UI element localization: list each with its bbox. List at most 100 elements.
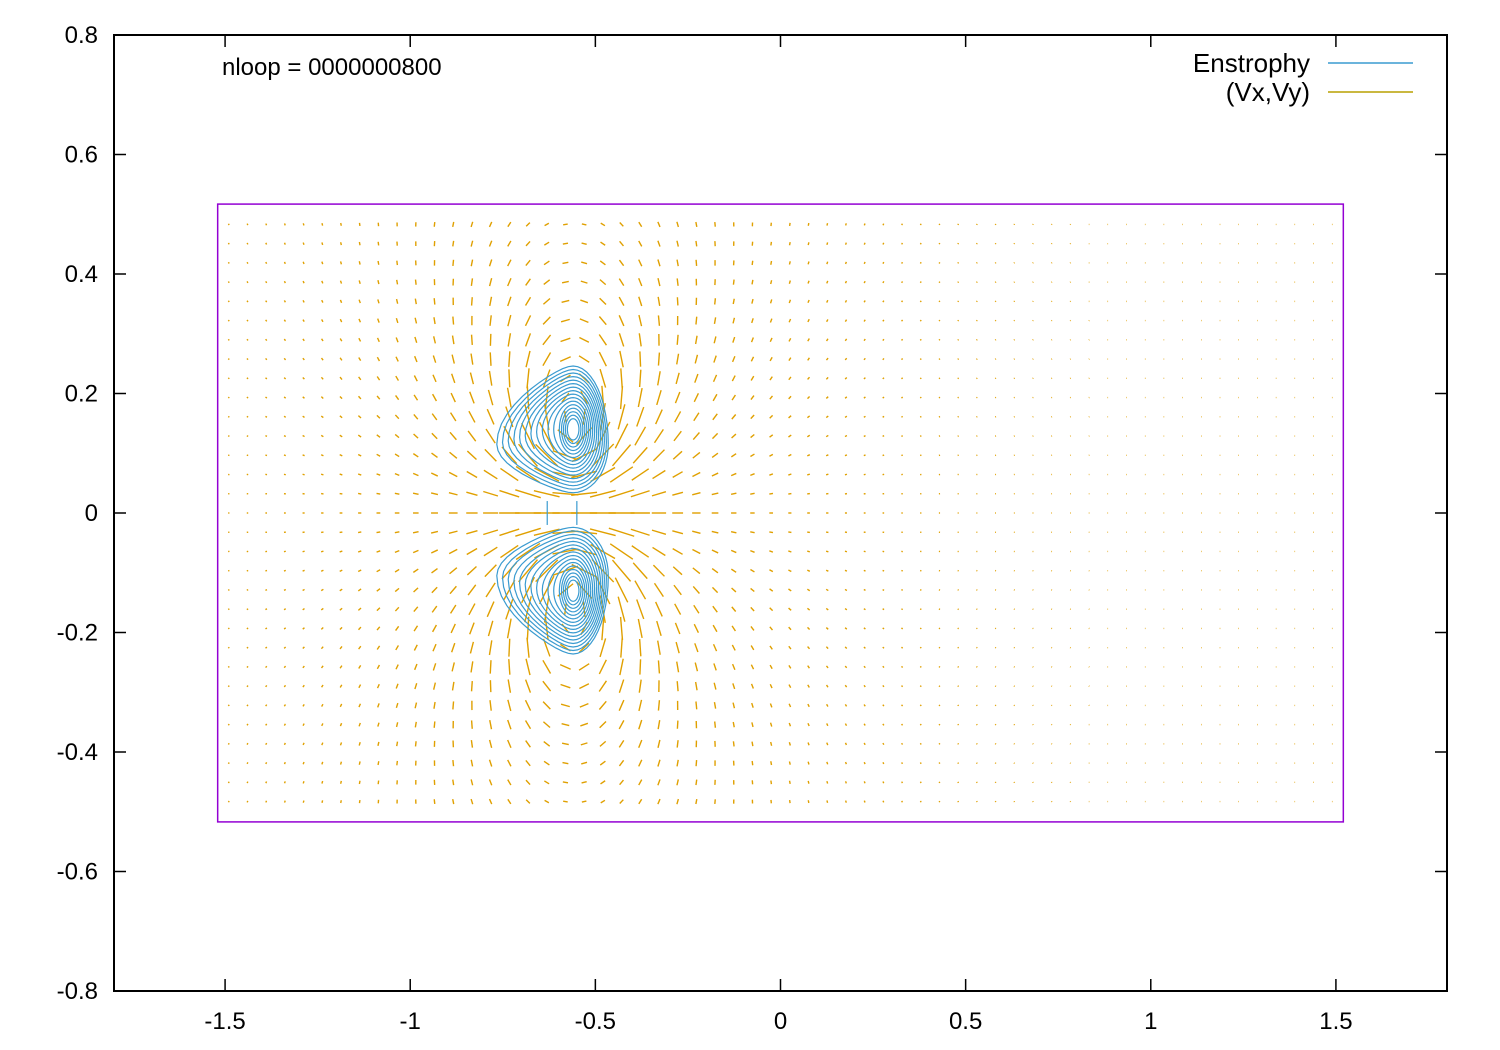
velocity-vector [638, 759, 643, 767]
velocity-vector [769, 376, 773, 381]
velocity-vector [844, 800, 847, 803]
velocity-vector [844, 684, 848, 688]
velocity-vector [340, 800, 342, 804]
velocity-vector [578, 663, 590, 671]
velocity-vector [321, 223, 324, 226]
velocity-vector [302, 357, 305, 361]
velocity-vector [994, 723, 997, 726]
velocity-vector [542, 369, 551, 388]
velocity-vector [769, 318, 773, 323]
velocity-vector [1050, 723, 1053, 726]
velocity-vector [976, 377, 978, 380]
velocity-vector [807, 722, 810, 727]
velocity-vector [358, 780, 361, 785]
velocity-vector [430, 530, 439, 534]
velocity-vector [265, 685, 268, 688]
velocity-vector [655, 409, 663, 425]
velocity-vector [826, 703, 829, 707]
velocity-vector [730, 549, 737, 554]
velocity-vector [919, 281, 922, 284]
velocity-vector [302, 280, 305, 284]
velocity-vector [863, 377, 866, 380]
velocity-vector [901, 338, 904, 341]
velocity-vector [614, 577, 629, 603]
enstrophy-contour [558, 404, 588, 455]
velocity-vector [882, 435, 885, 438]
velocity-vector [449, 431, 457, 441]
velocity-vector [657, 221, 661, 228]
enstrophy-contour [524, 382, 600, 476]
velocity-vector [957, 281, 960, 284]
velocity-vector [807, 761, 810, 765]
velocity-vector [449, 585, 457, 595]
velocity-vector [302, 781, 305, 784]
velocity-vector [882, 338, 885, 341]
velocity-vector [302, 607, 305, 611]
velocity-vector [339, 318, 343, 323]
velocity-vector [608, 527, 635, 537]
velocity-vector [339, 473, 343, 476]
velocity-vector [713, 317, 717, 325]
velocity-vector [844, 627, 848, 630]
velocity-vector [1032, 743, 1034, 745]
velocity-vector [692, 451, 701, 459]
velocity-vector [562, 242, 569, 245]
velocity-vector [901, 704, 904, 707]
velocity-vector [975, 281, 978, 283]
velocity-vector [227, 685, 230, 688]
velocity-vector [882, 396, 885, 399]
velocity-vector [431, 605, 438, 613]
velocity-vector [543, 260, 550, 266]
velocity-vector [713, 663, 717, 671]
velocity-vector [825, 588, 829, 592]
velocity-vector [638, 277, 643, 287]
velocity-vector [694, 662, 699, 672]
velocity-vector [901, 608, 904, 611]
velocity-vector [376, 569, 381, 573]
legend-label-enstrophy: Enstrophy [1193, 48, 1310, 78]
velocity-vector [339, 299, 343, 304]
velocity-vector [844, 723, 848, 726]
velocity-vector [711, 472, 719, 477]
velocity-vector [246, 223, 249, 226]
velocity-vector [599, 297, 607, 306]
velocity-vector [919, 338, 922, 341]
velocity-vector [769, 645, 773, 650]
velocity-vector [227, 704, 230, 707]
velocity-vector [1013, 358, 1016, 360]
velocity-vector [620, 368, 623, 389]
velocity-vector [339, 550, 343, 553]
velocity-vector [657, 371, 661, 386]
velocity-vector [788, 395, 792, 400]
velocity-vector [732, 336, 736, 343]
velocity-vector [619, 385, 624, 410]
velocity-vector [617, 404, 626, 430]
velocity-vector [600, 222, 606, 227]
velocity-vector [844, 377, 848, 380]
velocity-vector [882, 800, 885, 803]
velocity-vector [657, 240, 661, 247]
velocity-vector [711, 549, 719, 554]
velocity-vector [901, 415, 904, 418]
velocity-vector [1050, 281, 1053, 283]
velocity-vector [499, 489, 520, 498]
velocity-vector [489, 700, 492, 711]
velocity-vector [919, 242, 922, 245]
velocity-vector [672, 450, 683, 460]
velocity-vector [806, 415, 811, 419]
velocity-vector [395, 664, 399, 670]
velocity-vector [750, 549, 755, 553]
velocity-vector [674, 411, 682, 423]
velocity-vector [957, 627, 960, 630]
velocity-vector [591, 558, 615, 583]
velocity-vector [711, 568, 719, 574]
velocity-vector [807, 222, 810, 226]
velocity-vector [844, 588, 848, 592]
velocity-vector [620, 637, 623, 658]
velocity-vector [449, 451, 458, 459]
velocity-vector [975, 743, 978, 745]
velocity-vector [339, 454, 343, 457]
velocity-vector [863, 608, 866, 611]
velocity-vector [637, 387, 643, 408]
velocity-vector [938, 377, 941, 380]
